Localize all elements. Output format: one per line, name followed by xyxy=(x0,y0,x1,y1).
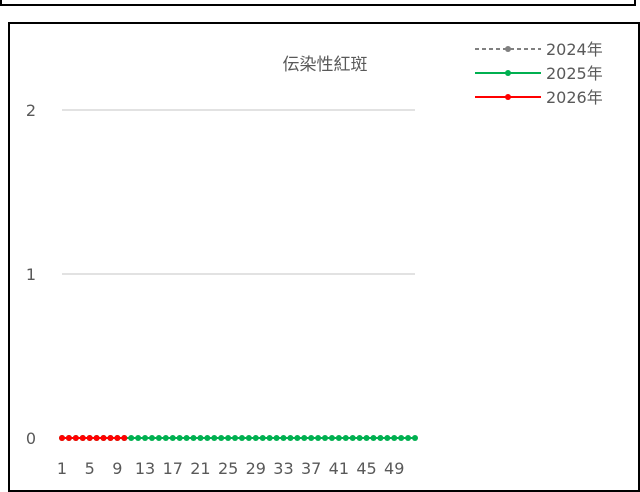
data-point xyxy=(59,435,65,441)
series-2026年 xyxy=(59,435,128,441)
x-tick-label: 9 xyxy=(112,459,122,478)
data-point xyxy=(335,435,342,441)
data-point xyxy=(266,435,273,441)
x-tick-label: 33 xyxy=(273,459,293,478)
data-point xyxy=(176,435,183,441)
legend-label: 2025年 xyxy=(546,64,603,83)
data-point xyxy=(245,435,252,441)
legend: 2024年 2025年 2026年 xyxy=(475,40,603,107)
data-point xyxy=(135,435,142,441)
data-point xyxy=(301,435,308,441)
data-point xyxy=(232,435,239,441)
data-point xyxy=(211,435,218,441)
data-point xyxy=(107,435,114,441)
x-tick-label: 37 xyxy=(301,459,321,478)
data-point xyxy=(356,435,363,441)
series-layer xyxy=(59,435,418,441)
data-point xyxy=(370,435,377,441)
data-point xyxy=(238,435,245,441)
data-point xyxy=(65,435,72,441)
data-point xyxy=(162,435,169,441)
data-point xyxy=(204,435,211,441)
x-tick-label: 29 xyxy=(246,459,266,478)
data-point xyxy=(114,435,121,441)
legend-marker xyxy=(505,46,511,52)
y-axis-ticks: 0 1 2 xyxy=(26,101,36,448)
chart-title: 伝染性紅斑 xyxy=(283,55,368,75)
data-point xyxy=(155,435,162,441)
data-point xyxy=(308,435,315,441)
data-point xyxy=(86,435,93,441)
data-point xyxy=(322,435,329,441)
data-point xyxy=(349,435,356,441)
legend-label: 2026年 xyxy=(546,88,603,107)
data-point xyxy=(197,435,204,441)
y-tick-label: 1 xyxy=(26,265,36,284)
data-point xyxy=(169,435,176,441)
data-point xyxy=(100,435,107,441)
data-point xyxy=(328,435,335,441)
data-point xyxy=(72,435,79,441)
x-tick-label: 49 xyxy=(384,459,404,478)
x-axis-ticks: 1 5 9 13 17 21 25 29 33 37 41 45 49 xyxy=(57,459,405,478)
data-point xyxy=(377,435,384,441)
data-point xyxy=(384,435,391,441)
x-tick-label: 41 xyxy=(329,459,349,478)
data-point xyxy=(142,435,149,441)
data-point xyxy=(315,435,322,441)
data-point xyxy=(121,435,128,441)
data-point xyxy=(259,435,266,441)
x-tick-label: 21 xyxy=(190,459,210,478)
legend-marker xyxy=(505,70,511,76)
x-tick-label: 17 xyxy=(163,459,183,478)
x-tick-label: 45 xyxy=(356,459,376,478)
data-point xyxy=(391,435,398,441)
gridlines xyxy=(62,109,415,275)
data-point xyxy=(405,435,412,441)
legend-label: 2024年 xyxy=(546,40,603,59)
data-point xyxy=(128,435,135,441)
data-point xyxy=(280,435,287,441)
data-point xyxy=(218,435,225,441)
legend-item: 2026年 xyxy=(475,88,603,107)
data-point xyxy=(363,435,370,441)
previous-chart-frame xyxy=(0,0,636,6)
data-point xyxy=(252,435,259,441)
data-point xyxy=(287,435,294,441)
y-tick-label: 2 xyxy=(26,101,36,120)
data-point xyxy=(79,435,86,441)
x-tick-label: 5 xyxy=(85,459,95,478)
data-point xyxy=(225,435,232,441)
data-point xyxy=(398,435,405,441)
x-tick-label: 1 xyxy=(57,459,67,478)
x-tick-label: 13 xyxy=(135,459,155,478)
data-point xyxy=(412,435,418,441)
data-point xyxy=(190,435,197,441)
legend-marker xyxy=(505,94,511,100)
data-point xyxy=(273,435,280,441)
x-tick-label: 25 xyxy=(218,459,238,478)
data-point xyxy=(148,435,155,441)
data-point xyxy=(342,435,349,441)
data-point xyxy=(93,435,100,441)
data-point xyxy=(183,435,190,441)
legend-item: 2025年 xyxy=(475,64,603,83)
y-tick-label: 0 xyxy=(26,429,36,448)
data-point xyxy=(294,435,301,441)
legend-item: 2024年 xyxy=(475,40,603,59)
